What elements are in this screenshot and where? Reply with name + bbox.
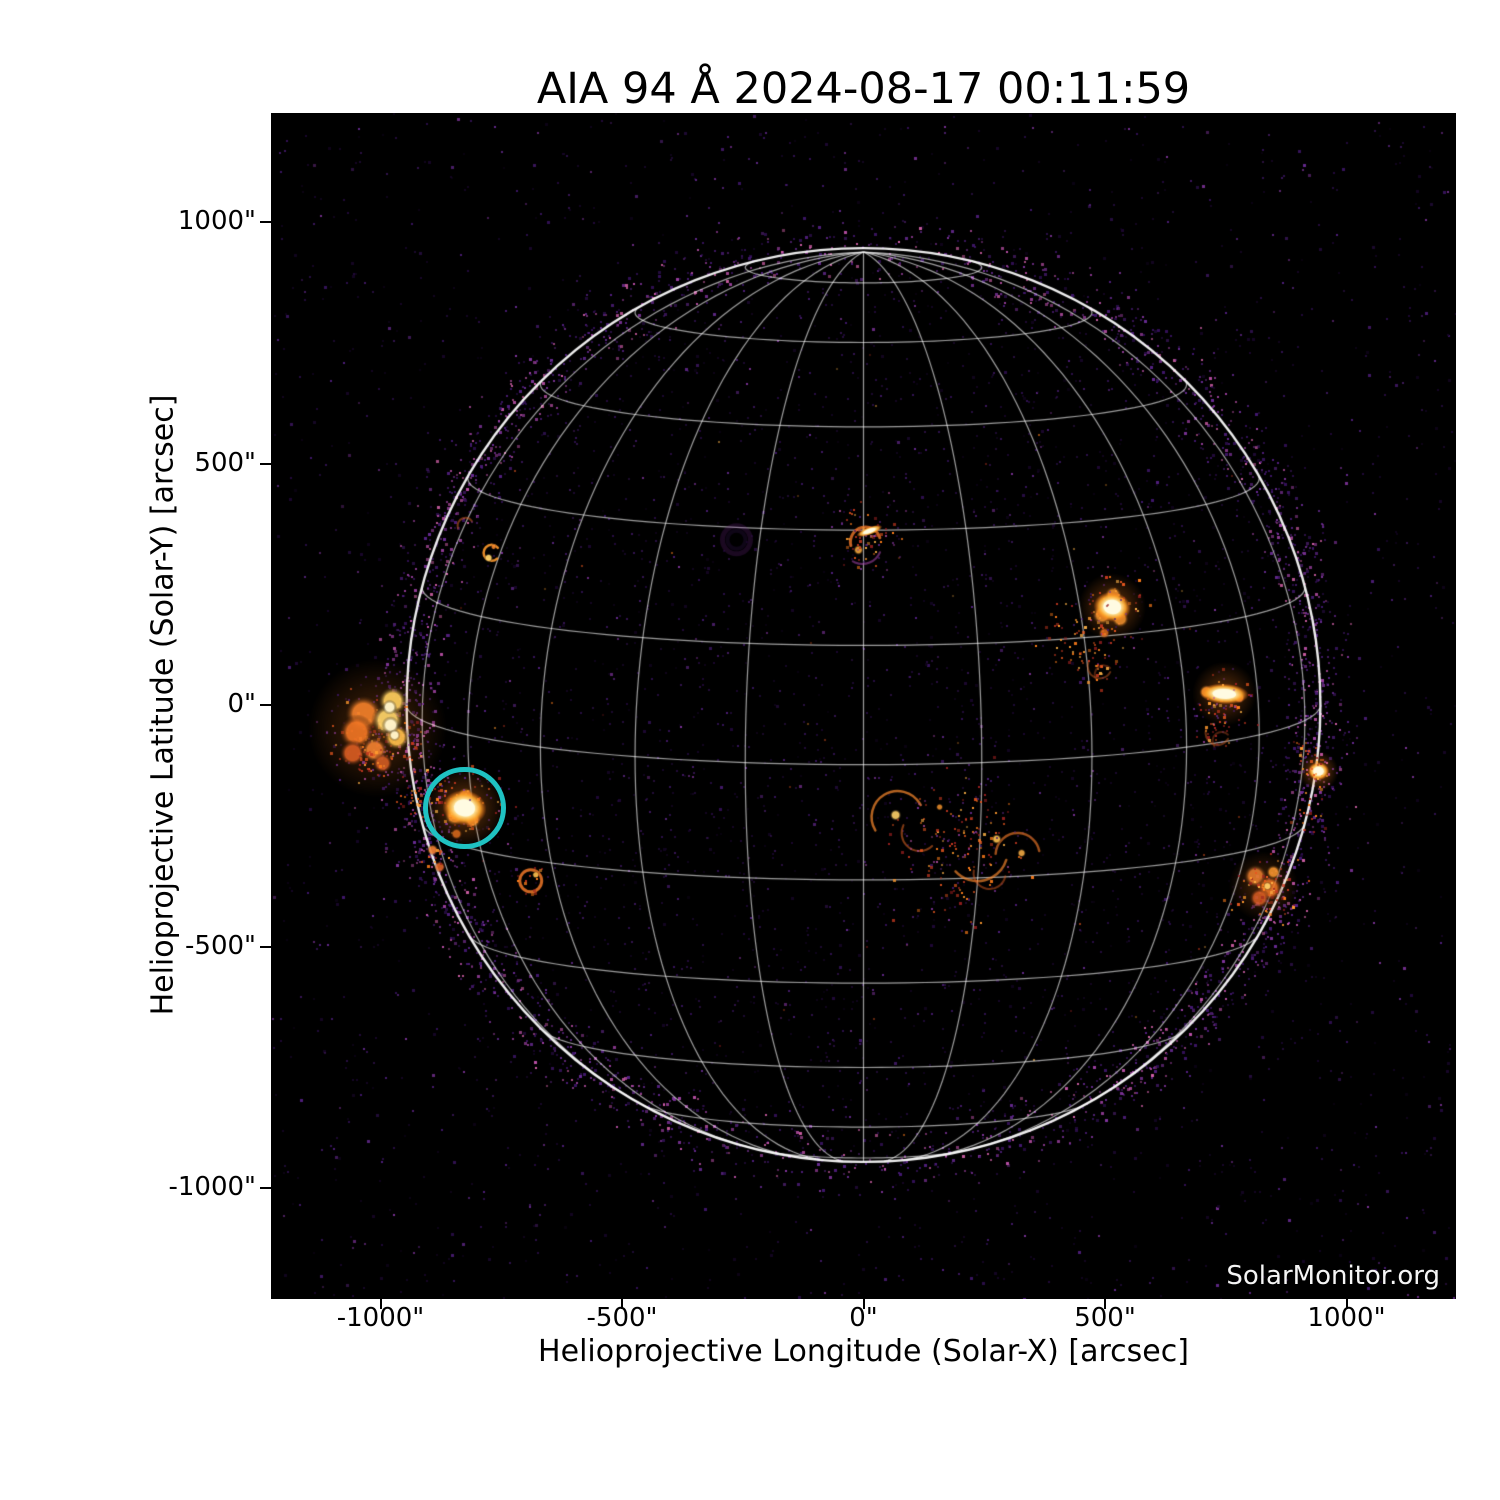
x-tick-mark [862, 1299, 865, 1309]
annotation-circle [423, 766, 506, 850]
x-tick-label: 500" [1074, 1303, 1136, 1333]
y-tick-label: -1000" [168, 1172, 256, 1202]
x-tick-mark [1104, 1299, 1106, 1309]
solar-image-canvas [271, 113, 1456, 1299]
y-tick-label: 500" [194, 447, 256, 478]
y-tick-label: 0" [227, 689, 256, 719]
x-tick-mark [621, 1299, 623, 1309]
x-tick-label: 1000" [1307, 1303, 1386, 1333]
x-tick-label: -1000" [336, 1303, 425, 1333]
x-tick-mark [379, 1299, 382, 1309]
x-tick-label: 0" [849, 1303, 878, 1333]
y-tick-mark [260, 1187, 271, 1189]
watermark: SolarMonitor.org [1226, 1261, 1440, 1291]
x-tick-label: -500" [586, 1303, 658, 1333]
plot-area: SolarMonitor.org [271, 113, 1456, 1299]
x-tick-mark [1345, 1299, 1348, 1309]
y-tick-mark [260, 462, 271, 465]
y-tick-mark [260, 704, 271, 706]
y-tick-label: -500" [185, 930, 256, 961]
chart-title: AIA 94 Å 2024-08-17 00:11:59 [536, 64, 1191, 114]
y-tick-mark [260, 221, 271, 223]
y-tick-label: 1000" [177, 206, 256, 236]
y-tick-mark [260, 945, 271, 948]
x-axis-label: Helioprojective Longitude (Solar-X) [arc… [538, 1334, 1189, 1369]
